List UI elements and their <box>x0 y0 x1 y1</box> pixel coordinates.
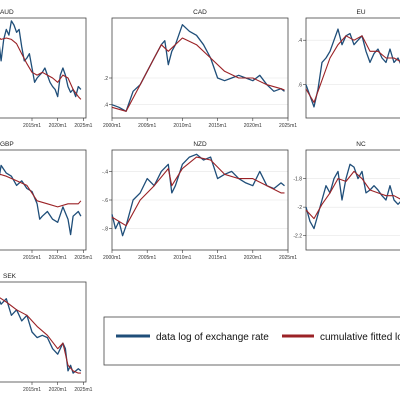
fitted-series-line-cad <box>111 37 285 112</box>
x-tick-label-gbp-0: 2015m1 <box>23 255 41 261</box>
x-tick-label-sek-1: 2020m1 <box>49 387 67 393</box>
panel-title-gbp: GBP <box>0 141 14 148</box>
fitted-series-line-gbp <box>0 173 82 208</box>
x-tick-label-nzd-2: 2010m1 <box>173 255 191 261</box>
fitted-series-line-aud <box>0 37 82 100</box>
x-tick-label-cad-2: 2010m1 <box>173 123 191 129</box>
y-tick-label-nzd-2: -.8 <box>102 227 108 233</box>
panel-title-nc: NC <box>356 141 366 148</box>
x-tick-label-cad-4: 2020m1 <box>244 123 262 129</box>
panel-nc: NC -1.8 -2 -2.2 <box>293 141 400 251</box>
x-tick-label-gbp-1: 2020m1 <box>49 255 67 261</box>
legend-fitted-label: cumulative fitted lo <box>320 332 400 343</box>
x-tick-label-sek-0: 2015m1 <box>23 387 41 393</box>
y-tick-label-nc-2: -2.2 <box>293 234 302 240</box>
y-tick-label-eu-1: .6 <box>298 83 302 89</box>
plot-frame-sek <box>0 281 87 383</box>
x-tick-label-cad-5: 2025m1 <box>279 123 297 129</box>
panel-cad: CAD 2000m1 2005m1 2010m1 2015m1 2020m1 2025m1.… <box>103 9 297 129</box>
panel-title-eu: EU <box>356 9 365 16</box>
panel-title-sek: SEK <box>3 273 17 280</box>
x-tick-label-gbp-2: 2025m1 <box>74 255 92 261</box>
y-tick-label-nzd-1: -.6 <box>102 198 108 204</box>
plot-frame-gbp <box>0 149 87 251</box>
panels: AUD 2015m1 2020m1 2025m1 CAD 2000m1 2005m1 2010… <box>0 9 400 393</box>
data-series-line-eu <box>305 28 400 108</box>
data-series-line-nzd <box>111 153 285 237</box>
panel-title-nzd: NZD <box>193 141 207 148</box>
x-tick-label-sek-2: 2025m1 <box>74 387 92 393</box>
legend: data log of exchange rate cumulative fit… <box>103 316 400 366</box>
y-tick-label-nc-1: -2 <box>298 205 303 211</box>
panel-nzd: NZD 2000m1 2005m1 2010m1 2015m1 2020m1 2025m1 -… <box>102 141 297 261</box>
data-series-line-cad <box>111 24 285 112</box>
x-tick-label-aud-2: 2025m1 <box>74 123 92 129</box>
fitted-series-line-nzd <box>111 156 285 227</box>
data-series-line-nc <box>305 163 400 230</box>
plot-frame-eu <box>305 17 400 119</box>
x-tick-label-nzd-1: 2005m1 <box>138 255 156 261</box>
y-tick-label-nc-0: -1.8 <box>293 177 302 183</box>
panel-eu: EU .4 .6 <box>298 9 400 119</box>
panel-sek: SEK 2015m1 2020m1 2025m1 <box>0 273 93 393</box>
data-series-line-sek <box>0 298 82 374</box>
x-tick-label-nzd-4: 2020m1 <box>244 255 262 261</box>
fitted-series-line-sek <box>0 297 81 374</box>
data-series-line-aud <box>0 20 82 98</box>
panel-title-cad: CAD <box>193 9 207 16</box>
y-tick-label-cad-1: .4 <box>104 103 108 109</box>
x-tick-label-aud-1: 2020m1 <box>49 123 67 129</box>
x-tick-label-cad-1: 2005m1 <box>138 123 156 129</box>
data-series-line-gbp <box>0 164 82 236</box>
y-tick-label-cad-0: .2 <box>104 76 108 82</box>
legend-box <box>103 316 400 366</box>
fitted-series-line-eu <box>305 35 400 103</box>
x-tick-label-cad-0: 2000m1 <box>103 123 121 129</box>
plot-frame-nc <box>305 149 400 251</box>
fitted-series-line-nc <box>305 170 400 220</box>
x-tick-label-nzd-3: 2015m1 <box>209 255 227 261</box>
x-tick-label-aud-0: 2015m1 <box>23 123 41 129</box>
x-tick-label-nzd-5: 2025m1 <box>279 255 297 261</box>
panel-aud: AUD 2015m1 2020m1 2025m1 <box>0 9 93 129</box>
panel-gbp: GBP 2015m1 2020m1 2025m1 <box>0 141 93 261</box>
legend-data-label: data log of exchange rate <box>156 332 269 343</box>
plot-frame-cad <box>111 17 289 119</box>
y-tick-label-eu-0: .4 <box>298 38 302 44</box>
plot-frame-aud <box>0 17 87 119</box>
y-tick-label-nzd-0: -.4 <box>102 169 108 175</box>
x-tick-label-cad-3: 2015m1 <box>209 123 227 129</box>
x-tick-label-nzd-0: 2000m1 <box>103 255 121 261</box>
panel-title-aud: AUD <box>0 9 14 16</box>
